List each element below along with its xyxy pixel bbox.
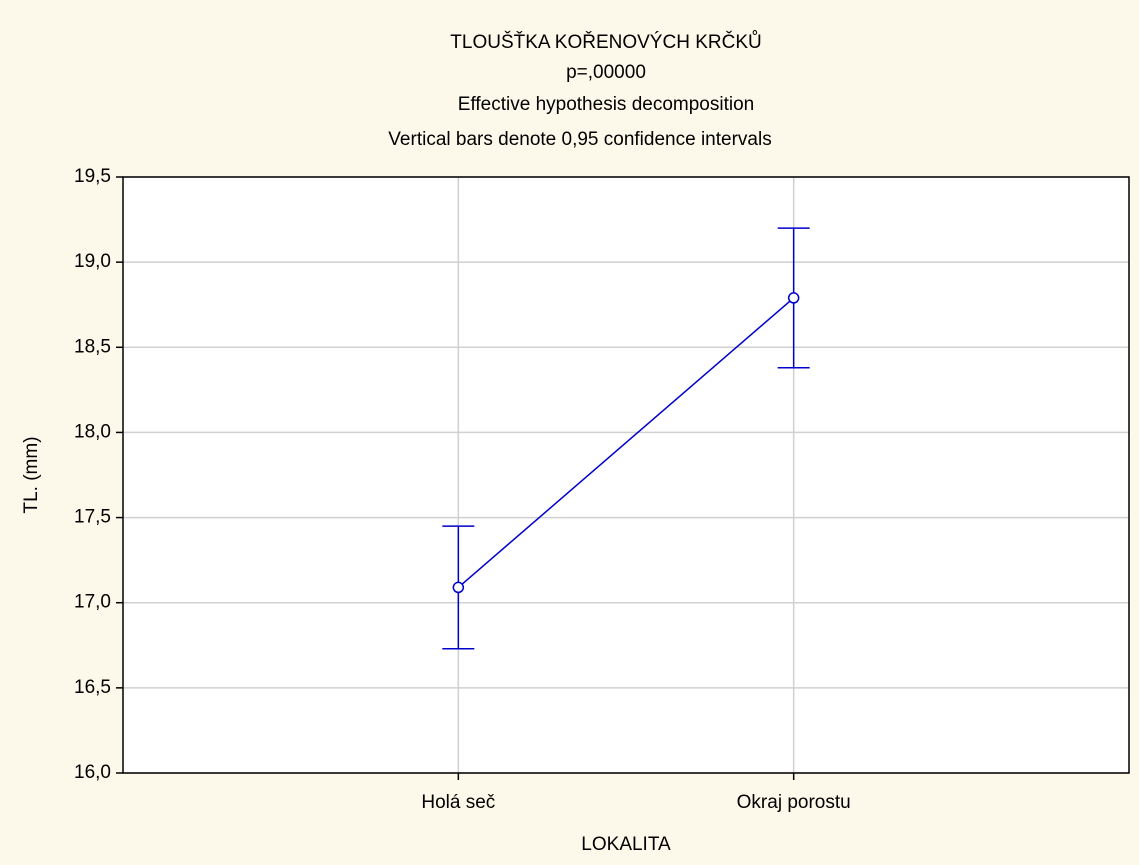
point — [787, 292, 800, 304]
y-tick-label: 19,0 — [74, 251, 111, 272]
y-tick-label: 16,5 — [74, 677, 111, 698]
line — [457, 297, 795, 588]
chart-subtitle: Effective hypothesis decomposition — [458, 94, 754, 115]
y-axis-label: TL. (mm) — [21, 436, 42, 513]
y-tick-label: 16,0 — [74, 762, 111, 783]
plot-frame — [122, 176, 1130, 774]
x-tick-label: Okraj porostu — [737, 792, 851, 813]
chart-subtitle: Vertical bars denote 0,95 confidence int… — [388, 129, 771, 150]
y-tick-label: 19,5 — [74, 166, 111, 187]
x-axis-label: LOKALITA — [581, 834, 671, 855]
x-tick-label: Holá seč — [421, 792, 495, 813]
plot-area — [123, 177, 1129, 773]
y-tick-label: 18,5 — [74, 336, 111, 357]
y-tick-label: 17,0 — [74, 592, 111, 613]
chart-title: TLOUŠŤKA KOŘENOVÝCH KRČKŮ — [450, 31, 761, 53]
chart-subtitle: p=,00000 — [566, 62, 646, 83]
y-tick-label: 17,5 — [74, 507, 111, 528]
y-tick-label: 18,0 — [74, 421, 111, 442]
point — [452, 581, 465, 594]
